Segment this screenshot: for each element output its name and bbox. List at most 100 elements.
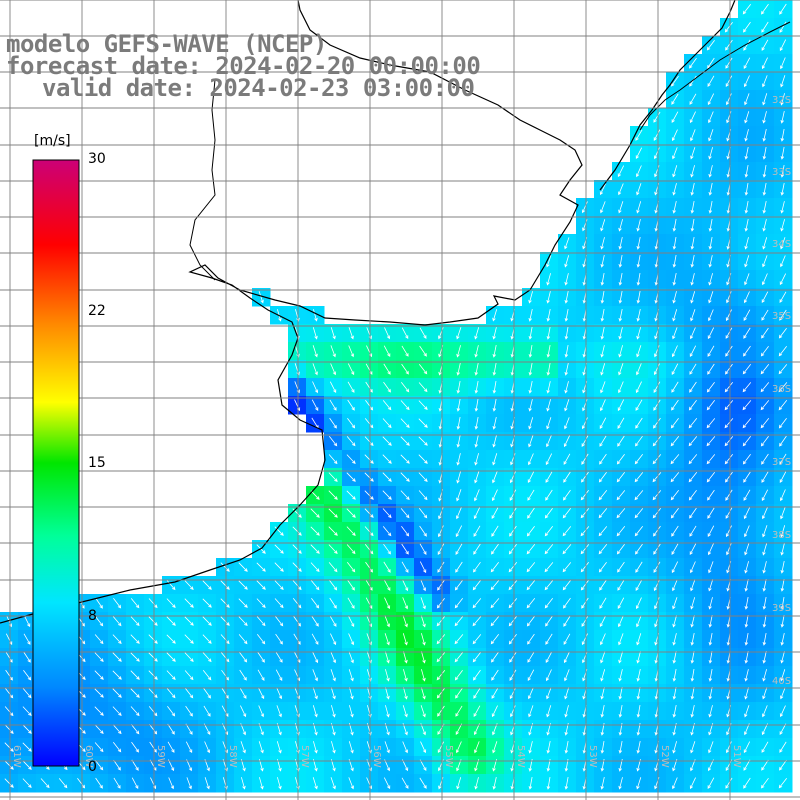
wind-arrow — [22, 742, 32, 752]
wind-arrow — [382, 400, 392, 411]
wind-arrow — [312, 687, 318, 700]
wind-arrow — [581, 417, 588, 430]
wind-arrow — [436, 652, 446, 663]
wind-arrow — [492, 417, 497, 430]
wind-arrow — [383, 345, 391, 358]
wind-arrow — [202, 616, 212, 626]
wind-arrow — [778, 400, 788, 411]
wind-arrow — [293, 615, 301, 627]
wind-arrow — [563, 471, 571, 483]
wind-arrow — [563, 435, 570, 448]
wind-arrow — [346, 508, 356, 518]
wind-arrow — [581, 201, 588, 214]
wind-arrow — [779, 741, 787, 753]
wind-arrow — [672, 741, 677, 754]
wind-arrow — [527, 471, 535, 484]
wind-arrow — [4, 760, 14, 770]
wind-arrow — [708, 111, 714, 124]
wind-arrow — [599, 417, 607, 430]
wind-arrow — [330, 345, 336, 358]
wind-arrow — [600, 741, 605, 754]
wind-arrow — [653, 561, 661, 573]
wind-arrow — [708, 201, 713, 214]
wind-arrow — [618, 327, 623, 340]
wind-arrow — [725, 471, 733, 483]
wind-arrow — [528, 741, 533, 754]
wind-arrow — [617, 615, 624, 628]
wind-arrow — [490, 562, 500, 573]
wind-arrow — [706, 39, 715, 51]
wind-arrow — [202, 598, 212, 608]
wind-arrow — [761, 759, 769, 771]
wind-arrow — [546, 399, 551, 412]
wind-arrow — [780, 219, 785, 232]
wind-arrow — [330, 651, 336, 664]
wind-arrow — [636, 363, 642, 376]
wind-arrow — [365, 381, 373, 393]
wind-arrow — [744, 273, 750, 286]
wind-arrow — [492, 777, 497, 790]
wind-arrow — [436, 670, 446, 681]
wind-arrow — [491, 489, 498, 502]
wind-arrow — [689, 363, 697, 375]
wind-arrow — [618, 741, 623, 754]
wind-arrow — [546, 255, 552, 268]
wind-arrow — [760, 400, 770, 411]
wind-arrow — [401, 363, 409, 375]
wind-arrow — [599, 579, 607, 591]
longitude-label: 56W — [371, 745, 382, 768]
wind-arrow — [599, 597, 607, 609]
wind-arrow — [472, 580, 482, 591]
wind-arrow — [636, 777, 642, 790]
wind-arrow — [744, 147, 749, 160]
wind-arrow — [148, 652, 158, 662]
colorbar-gradient — [32, 159, 80, 767]
wind-arrow — [349, 687, 354, 700]
wind-arrow — [490, 634, 500, 645]
wind-arrow — [184, 598, 194, 608]
wind-arrow — [166, 598, 176, 609]
wind-arrow — [185, 723, 193, 735]
wind-arrow — [742, 382, 752, 393]
longitude-label: 60W — [83, 745, 94, 768]
wind-arrow — [112, 706, 122, 717]
wind-arrow — [238, 562, 248, 572]
wind-arrow — [509, 525, 517, 537]
wind-arrow — [526, 562, 536, 573]
wind-arrow — [455, 543, 463, 555]
wind-arrow — [292, 598, 302, 609]
wind-arrow — [688, 472, 698, 483]
wind-arrow — [545, 489, 553, 501]
wind-arrow — [22, 760, 32, 770]
wind-arrow — [762, 633, 767, 646]
wind-arrow — [346, 562, 356, 573]
wind-arrow — [564, 417, 570, 430]
wind-arrow — [382, 472, 392, 482]
wind-arrow — [328, 472, 338, 483]
wind-arrow — [455, 687, 463, 699]
wind-arrow — [274, 544, 284, 554]
wind-arrow — [670, 417, 679, 429]
wind-arrow — [598, 544, 608, 555]
wind-arrow — [491, 507, 499, 520]
wind-arrow — [437, 741, 445, 754]
wind-arrow — [744, 705, 750, 718]
wind-arrow — [293, 633, 301, 645]
wind-arrow — [762, 561, 767, 574]
wind-arrow — [166, 580, 176, 591]
wind-arrow — [184, 670, 194, 681]
wind-arrow — [653, 363, 660, 376]
wind-arrow — [762, 525, 768, 538]
wind-arrow — [220, 634, 230, 645]
wind-arrow — [329, 417, 337, 429]
wind-arrow — [401, 777, 409, 789]
wind-arrow — [725, 507, 733, 519]
wind-arrow — [383, 579, 391, 592]
wind-arrow — [690, 597, 696, 610]
wind-arrow — [347, 381, 355, 393]
wind-arrow — [77, 777, 86, 789]
wind-arrow — [635, 543, 643, 555]
wind-arrow — [600, 669, 606, 682]
wind-arrow — [528, 309, 533, 322]
wind-arrow — [671, 561, 679, 574]
